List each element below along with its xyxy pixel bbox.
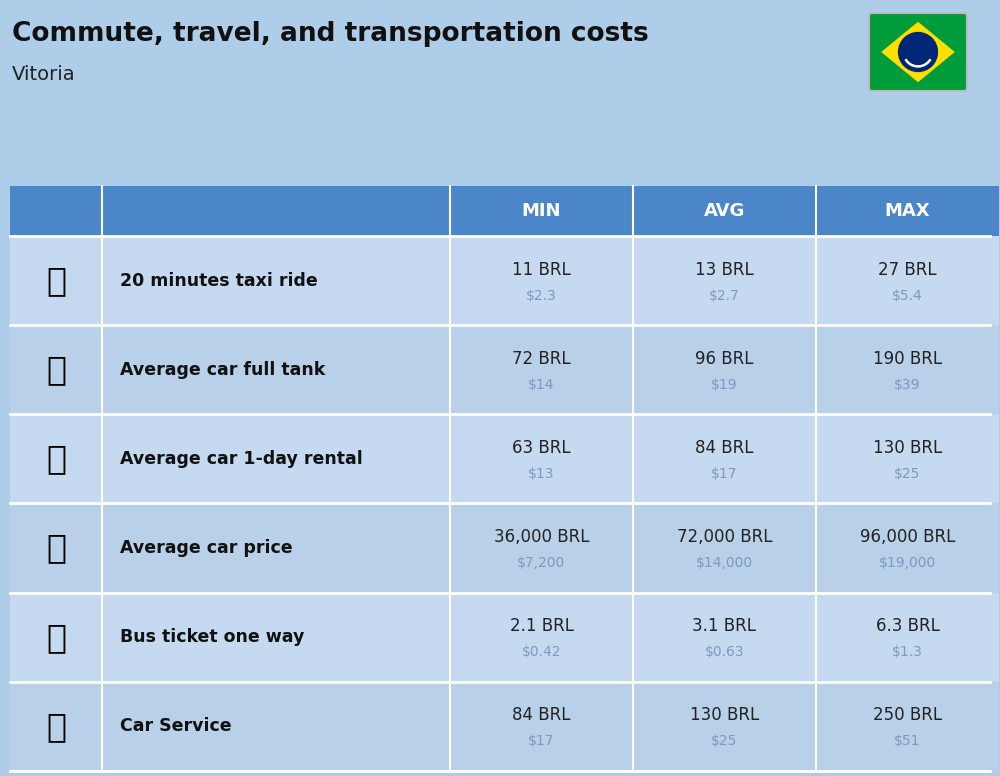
Bar	[10, 236, 102, 325]
Bar	[102, 236, 450, 325]
Text: ⛽: ⛽	[46, 353, 66, 386]
Bar	[450, 236, 633, 325]
Text: 🚌: 🚌	[46, 621, 66, 653]
FancyBboxPatch shape	[869, 13, 967, 91]
Text: 🚕: 🚕	[46, 264, 66, 297]
Text: $2.3: $2.3	[526, 289, 557, 303]
Text: $13: $13	[528, 467, 555, 481]
Text: 250 BRL: 250 BRL	[873, 706, 942, 725]
Text: $17: $17	[528, 734, 555, 748]
Bar	[10, 325, 102, 414]
Bar	[816, 236, 999, 325]
Text: $17: $17	[711, 467, 738, 481]
Text: 13 BRL: 13 BRL	[695, 261, 754, 279]
Bar	[450, 186, 633, 236]
Bar	[450, 325, 633, 414]
Text: MIN: MIN	[522, 202, 561, 220]
Bar	[816, 186, 999, 236]
Bar	[450, 414, 633, 504]
Text: $14: $14	[528, 378, 555, 392]
Bar	[816, 682, 999, 771]
Text: $25: $25	[894, 467, 921, 481]
Bar	[10, 682, 102, 771]
Text: $25: $25	[711, 734, 738, 748]
Text: Commute, travel, and transportation costs: Commute, travel, and transportation cost…	[12, 21, 649, 47]
Text: Average car full tank: Average car full tank	[120, 361, 325, 379]
Bar	[102, 682, 450, 771]
Polygon shape	[881, 22, 955, 82]
Bar	[10, 186, 102, 236]
Text: $0.42: $0.42	[522, 646, 561, 660]
Text: AVG: AVG	[704, 202, 745, 220]
Text: 11 BRL: 11 BRL	[512, 261, 571, 279]
Text: Average car 1-day rental: Average car 1-day rental	[120, 450, 363, 468]
Text: $14,000: $14,000	[696, 556, 753, 570]
Bar	[633, 593, 816, 682]
Text: $7,200: $7,200	[517, 556, 566, 570]
Text: $1.3: $1.3	[892, 646, 923, 660]
Text: $19,000: $19,000	[879, 556, 936, 570]
Text: Car Service: Car Service	[120, 718, 232, 736]
Bar	[102, 504, 450, 593]
Text: Average car price: Average car price	[120, 539, 293, 557]
Circle shape	[899, 33, 937, 71]
Text: 96,000 BRL: 96,000 BRL	[860, 528, 955, 546]
Text: MAX: MAX	[885, 202, 930, 220]
Text: Vitoria: Vitoria	[12, 65, 76, 84]
Text: 20 minutes taxi ride: 20 minutes taxi ride	[120, 272, 318, 289]
Text: $2.7: $2.7	[709, 289, 740, 303]
Text: $19: $19	[711, 378, 738, 392]
Text: 🚗: 🚗	[46, 532, 66, 565]
Bar	[633, 325, 816, 414]
Text: 130 BRL: 130 BRL	[873, 439, 942, 457]
Text: 36,000 BRL: 36,000 BRL	[494, 528, 589, 546]
Text: 🚙: 🚙	[46, 442, 66, 476]
Text: 72,000 BRL: 72,000 BRL	[677, 528, 772, 546]
Bar	[816, 593, 999, 682]
Text: 190 BRL: 190 BRL	[873, 350, 942, 368]
Text: 🛠: 🛠	[46, 710, 66, 743]
Bar	[633, 236, 816, 325]
Text: 6.3 BRL: 6.3 BRL	[876, 617, 939, 636]
Text: 84 BRL: 84 BRL	[695, 439, 754, 457]
Bar	[633, 414, 816, 504]
Bar	[450, 593, 633, 682]
Text: 27 BRL: 27 BRL	[878, 261, 937, 279]
Text: 130 BRL: 130 BRL	[690, 706, 759, 725]
Text: 84 BRL: 84 BRL	[512, 706, 571, 725]
Bar	[633, 682, 816, 771]
Bar	[10, 593, 102, 682]
Text: 63 BRL: 63 BRL	[512, 439, 571, 457]
Bar	[450, 682, 633, 771]
Bar	[102, 414, 450, 504]
Bar	[633, 504, 816, 593]
Bar	[102, 593, 450, 682]
Bar	[816, 325, 999, 414]
Text: $5.4: $5.4	[892, 289, 923, 303]
Text: $51: $51	[894, 734, 921, 748]
Bar	[102, 325, 450, 414]
Text: 2.1 BRL: 2.1 BRL	[510, 617, 574, 636]
Bar	[816, 414, 999, 504]
Bar	[102, 186, 450, 236]
Text: 3.1 BRL: 3.1 BRL	[692, 617, 757, 636]
Bar	[10, 504, 102, 593]
Text: $0.63: $0.63	[705, 646, 744, 660]
Bar	[633, 186, 816, 236]
Text: $39: $39	[894, 378, 921, 392]
Text: Bus ticket one way: Bus ticket one way	[120, 629, 304, 646]
Text: 72 BRL: 72 BRL	[512, 350, 571, 368]
Text: 96 BRL: 96 BRL	[695, 350, 754, 368]
Bar	[816, 504, 999, 593]
Bar	[10, 414, 102, 504]
Bar	[450, 504, 633, 593]
